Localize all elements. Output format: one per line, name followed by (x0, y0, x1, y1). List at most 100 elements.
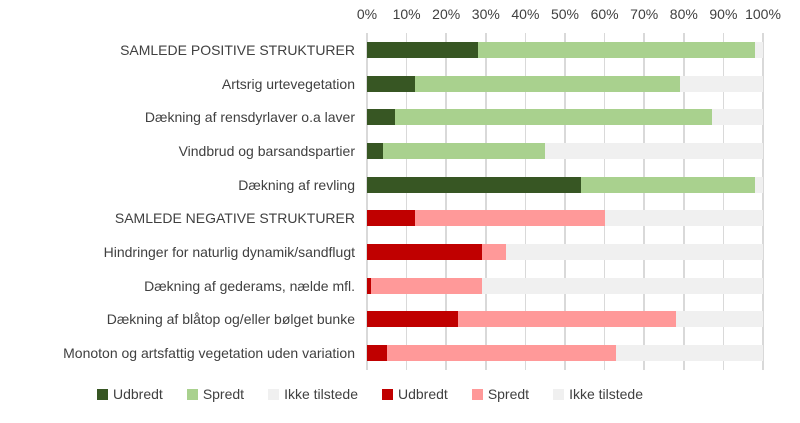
segment-udbredt (367, 345, 387, 362)
segment-udbredt (367, 41, 478, 58)
bar-row: Dækning af rensdyrlaver o.a laver (0, 100, 763, 134)
segment-udbredt (367, 176, 581, 193)
segment-spredt (414, 75, 680, 92)
segment-ikke-tilstede (675, 311, 763, 328)
legend-label: Spredt (202, 386, 245, 402)
legend-item: Ikke tilstede (553, 386, 643, 402)
segment-spredt (580, 176, 756, 193)
gridline (643, 33, 645, 370)
bar-row: Artsrig urtevegetation (0, 67, 763, 101)
segment-ikke-tilstede (604, 210, 763, 227)
legend-label: Spredt (487, 386, 530, 402)
bar-track (367, 311, 763, 328)
legend-marker (382, 388, 393, 400)
x-axis-tick-label: 50% (550, 6, 580, 22)
legend-item: Ikke tilstede (268, 386, 358, 402)
legend-marker (553, 388, 565, 400)
segment-ikke-tilstede (755, 176, 763, 193)
gridline (445, 33, 447, 370)
category-label: Hindringer for naturlig dynamik/sandflug… (103, 244, 355, 261)
segment-spredt (458, 311, 676, 328)
bar-track (367, 41, 763, 58)
gridline (762, 33, 764, 370)
segment-ikke-tilstede (711, 109, 763, 126)
legend-item: Udbredt (97, 386, 163, 402)
bar-track (367, 75, 763, 92)
legend-marker (186, 388, 198, 400)
segment-spredt (414, 210, 605, 227)
segment-ikke-tilstede (505, 244, 763, 261)
legend-label: Ikke tilstede (284, 386, 358, 402)
bar-row: Monoton og artsfattig vegetation uden va… (0, 336, 763, 370)
bar-track (367, 345, 763, 362)
x-axis-tick-label: 70% (630, 6, 659, 22)
segment-udbredt (367, 109, 395, 126)
segment-udbredt (367, 277, 371, 294)
segment-udbredt (367, 75, 415, 92)
legend: Udbredt Spredt Ikke tilstede Udbredt Spredt I… (0, 386, 740, 402)
bar-track (367, 277, 763, 294)
legend-marker (97, 388, 108, 400)
segment-udbredt (367, 311, 459, 328)
x-axis-tick-label: 60% (590, 6, 619, 22)
bar-row: Dækning af gederams, nælde mfl. (0, 269, 763, 303)
gridline (683, 33, 685, 370)
x-axis-tick-label: 90% (709, 6, 738, 22)
bar-track (367, 176, 763, 193)
x-axis-tick-label: 20% (432, 6, 461, 22)
category-label: SAMLEDE POSITIVE STRUKTURER (120, 41, 355, 58)
x-axis-tick-label: 30% (471, 6, 500, 22)
legend-item: Spredt (471, 386, 530, 402)
segment-ikke-tilstede (679, 75, 763, 92)
segment-spredt (477, 41, 756, 58)
plot-area: SAMLEDE POSITIVE STRUKTURER Artsrig urtev… (0, 33, 763, 370)
category-label: Artsrig urtevegetation (221, 75, 355, 92)
segment-spredt (394, 109, 712, 126)
x-axis-tick-label: 40% (511, 6, 540, 22)
bar-track (367, 109, 763, 126)
bar-track (367, 244, 763, 261)
gridline (722, 33, 725, 370)
legend-marker (268, 388, 280, 400)
segment-ikke-tilstede (755, 41, 763, 58)
bar-row: Vindbrud og barsandspartier (0, 134, 763, 168)
bar-track (367, 142, 763, 159)
segment-spredt (370, 277, 482, 294)
segment-ikke-tilstede (545, 142, 763, 159)
x-axis: 0% 10% 20% 30% 40% 50% 60% 70% 80% 90% 100% (357, 6, 781, 26)
bar-row: Dækning af blåtop og/eller bølget bunke (0, 303, 763, 337)
gridline (366, 33, 368, 370)
gridline (603, 33, 606, 370)
x-axis-tick-label: 0% (356, 6, 378, 22)
gridlines (366, 33, 764, 370)
category-label: Vindbrud og barsandspartier (178, 142, 355, 159)
segment-udbredt (367, 210, 415, 227)
legend-item: Udbredt (382, 386, 448, 402)
legend-label: Udbredt (113, 386, 163, 402)
bar-row: SAMLEDE POSITIVE STRUKTURER (0, 33, 763, 67)
category-label: Dækning af revling (238, 176, 355, 193)
category-label: Dækning af gederams, nælde mfl. (144, 277, 355, 294)
gridline (564, 33, 566, 370)
x-axis-tick-label: 10% (392, 6, 421, 22)
segment-spredt (382, 142, 546, 159)
gridline (485, 33, 487, 370)
category-label: SAMLEDE NEGATIVE STRUKTURER (114, 210, 355, 227)
bar-row: Dækning af revling (0, 168, 763, 202)
legend-item: Spredt (186, 386, 245, 402)
legend-marker (471, 388, 483, 400)
category-label: Monoton og artsfattig vegetation uden va… (63, 345, 355, 362)
segment-ikke-tilstede (481, 277, 763, 294)
bar-track (367, 210, 763, 227)
x-axis-tick-label: 100% (745, 6, 781, 22)
bar-row: SAMLEDE NEGATIVE STRUKTURER (0, 202, 763, 236)
legend-label: Udbredt (398, 386, 448, 402)
legend-label: Ikke tilstede (569, 386, 643, 402)
segment-spredt (386, 345, 617, 362)
segment-ikke-tilstede (616, 345, 763, 362)
gridline (524, 33, 527, 370)
segment-udbredt (367, 142, 383, 159)
x-axis-tick-label: 80% (669, 6, 698, 22)
category-label: Dækning af blåtop og/eller bølget bunke (106, 311, 355, 328)
